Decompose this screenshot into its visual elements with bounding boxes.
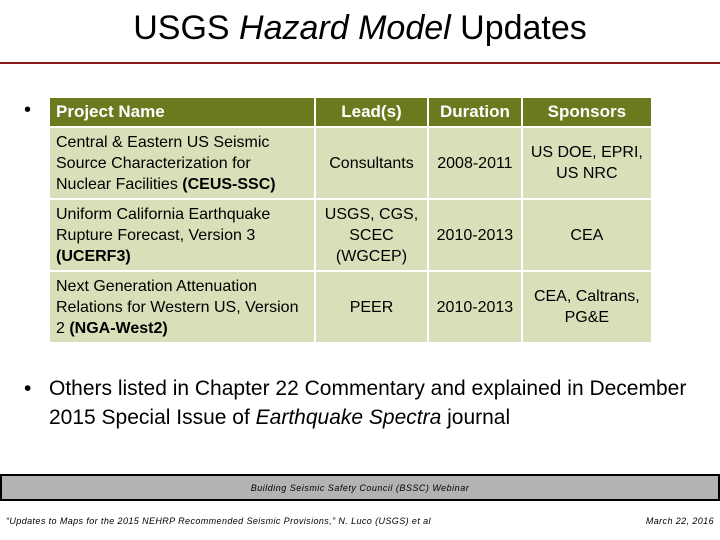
- cell-duration: 2010-2013: [429, 272, 521, 342]
- cell-lead: Consultants: [315, 128, 428, 198]
- project-name-text: Next Generation Attenuation Relations fo…: [56, 277, 299, 337]
- cell-project-name: Central & Eastern US Seismic Source Char…: [50, 128, 314, 198]
- header-duration: Duration: [429, 98, 521, 126]
- cell-lead: USGS, CGS, SCEC (WGCEP): [315, 200, 428, 270]
- header-leads: Lead(s): [315, 98, 428, 126]
- title-prefix: USGS: [133, 9, 240, 47]
- header-project-name: Project Name: [50, 98, 314, 126]
- footer-citation: “Updates to Maps for the 2015 NEHRP Reco…: [6, 516, 431, 526]
- note-text-before: Others listed in Chapter 22 Commentary a…: [49, 377, 687, 429]
- note-text: Others listed in Chapter 22 Commentary a…: [49, 374, 709, 432]
- slide-title: USGS Hazard Model Updates: [0, 8, 720, 48]
- header-sponsors: Sponsors: [522, 98, 651, 126]
- cell-lead: PEER: [315, 272, 428, 342]
- note-bullet: •: [24, 377, 32, 400]
- cell-duration: 2010-2013: [429, 200, 521, 270]
- webinar-banner: Building Seismic Safety Council (BSSC) W…: [0, 474, 720, 501]
- table-row: Central & Eastern US Seismic Source Char…: [50, 128, 651, 198]
- project-abbreviation: (NGA-West2): [69, 319, 168, 337]
- cell-project-name: Uniform California Earthquake Rupture Fo…: [50, 200, 314, 270]
- cell-project-name: Next Generation Attenuation Relations fo…: [50, 272, 314, 342]
- cell-sponsors: US DOE, EPRI, US NRC: [522, 128, 651, 198]
- table-bullet: •: [24, 99, 32, 121]
- title-suffix: Updates: [450, 9, 587, 47]
- project-abbreviation: (CEUS-SSC): [182, 175, 276, 193]
- project-abbreviation: (UCERF3): [56, 247, 131, 265]
- note-text-after: journal: [441, 406, 511, 429]
- cell-sponsors: CEA: [522, 200, 651, 270]
- hazard-model-table: Project Name Lead(s) Duration Sponsors C…: [48, 96, 653, 344]
- footer-date: March 22, 2016: [645, 516, 714, 526]
- project-name-text: Central & Eastern US Seismic Source Char…: [56, 133, 270, 193]
- cell-duration: 2008-2011: [429, 128, 521, 198]
- note-journal-name: Earthquake Spectra: [255, 406, 442, 429]
- table-row: Uniform California Earthquake Rupture Fo…: [50, 200, 651, 270]
- cell-sponsors: CEA, Caltrans, PG&E: [522, 272, 651, 342]
- table-row: Next Generation Attenuation Relations fo…: [50, 272, 651, 342]
- table-header-row: Project Name Lead(s) Duration Sponsors: [50, 98, 651, 126]
- title-italic: Hazard Model: [239, 9, 451, 47]
- project-name-text: Uniform California Earthquake Rupture Fo…: [56, 205, 271, 244]
- title-divider: [0, 62, 720, 64]
